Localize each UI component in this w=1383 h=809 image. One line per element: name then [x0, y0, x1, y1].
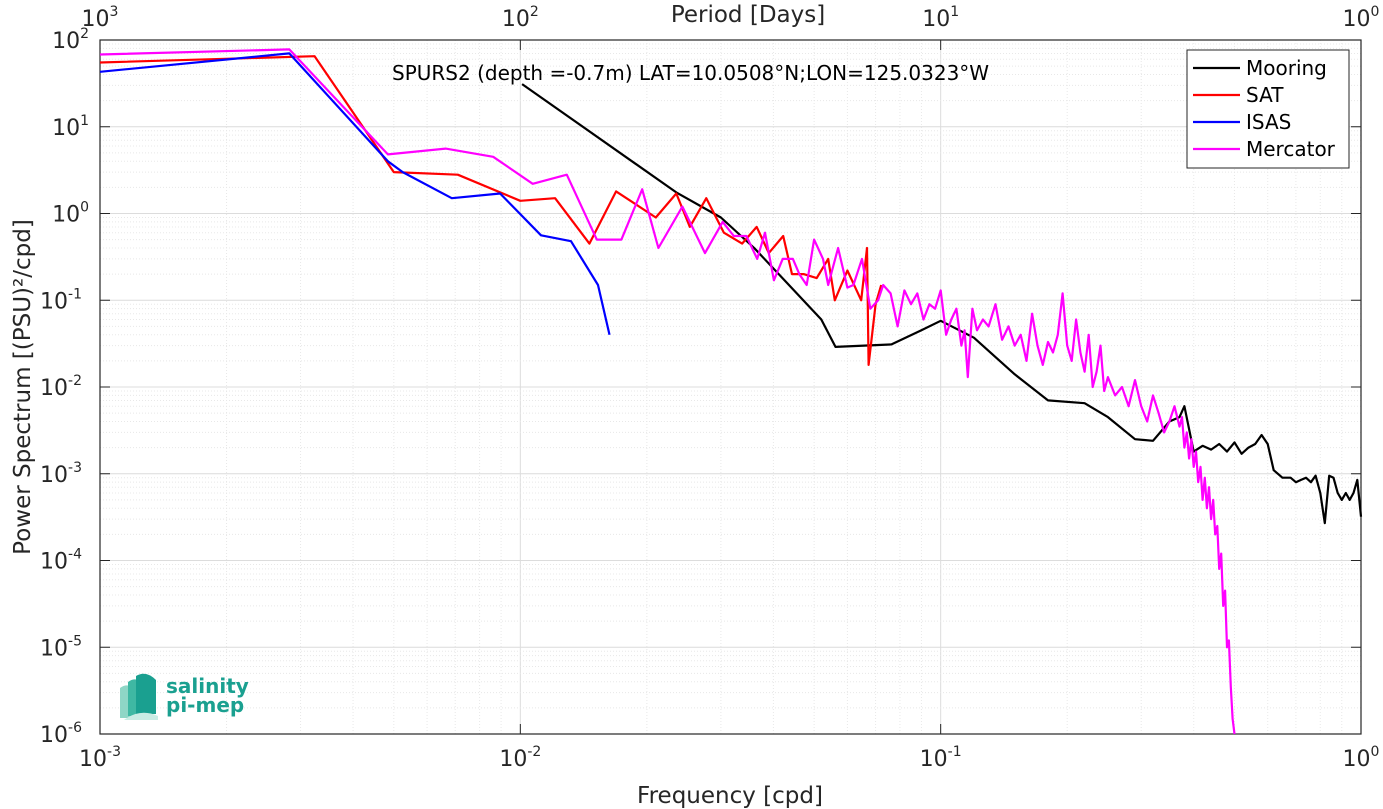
x-tick-label: 10-3: [79, 744, 121, 772]
y-tick-label-exp: -3: [68, 460, 82, 476]
top-tick-label: 102: [502, 4, 539, 32]
y-tick-label-base: 10: [40, 376, 68, 401]
y-tick-label: 10-6: [40, 720, 82, 748]
axis-ticks: [99, 39, 1362, 735]
x-tick-label-base: 10: [1343, 747, 1371, 772]
top-axis-title: Period [Days]: [671, 2, 825, 28]
y-tick-label-exp: 1: [80, 113, 89, 129]
legend-label-mooring: Mooring: [1246, 56, 1327, 80]
legend-label-sat: SAT: [1246, 83, 1284, 107]
x-tick-label-exp: -1: [948, 744, 962, 760]
logo-line-1: salinity: [166, 674, 249, 698]
y-axis-title: Power Spectrum [(PSU)²/cpd]: [10, 219, 36, 555]
grid: [99, 40, 1361, 735]
y-tick-label-exp: 2: [80, 26, 89, 42]
x-tick-label-base: 10: [79, 747, 107, 772]
salinity-pi-mep-logo: salinity pi-mep: [120, 673, 249, 720]
y-tick-label: 10-5: [40, 633, 82, 661]
x-tick-label-exp: 0: [1371, 744, 1380, 760]
plot-title: SPURS2 (depth =-0.7m) LAT=10.0508°N;LON=…: [392, 61, 989, 85]
legend: Mooring SAT ISAS Mercator: [1186, 49, 1350, 169]
y-tick-label-base: 10: [52, 29, 80, 54]
legend-label-mercator: Mercator: [1246, 137, 1336, 161]
y-tick-label: 10-4: [40, 547, 82, 575]
logo-mark-icon: [120, 673, 158, 720]
series-line-mercator: [99, 48, 1236, 735]
y-tick-label-exp: -2: [68, 373, 82, 389]
series-line-mooring: [521, 83, 1363, 525]
y-tick-label-base: 10: [40, 723, 68, 748]
x-tick-label-base: 10: [920, 747, 948, 772]
y-tick-label-base: 10: [40, 289, 68, 314]
series-line-isas: [99, 52, 611, 336]
x-tick-label: 100: [1343, 744, 1380, 772]
x-tick-label-exp: -2: [527, 744, 541, 760]
series-lines: [99, 48, 1363, 735]
y-tick-label: 10-1: [40, 286, 82, 314]
y-tick-label-exp: -4: [68, 547, 82, 563]
y-tick-label: 100: [52, 200, 89, 228]
top-tick-label-base: 10: [922, 7, 950, 32]
legend-label-isas: ISAS: [1246, 110, 1291, 134]
top-tick-label-exp: 2: [530, 4, 539, 20]
x-tick-label: 10-1: [920, 744, 962, 772]
series-line-sat: [99, 55, 883, 366]
top-tick-label: 103: [82, 4, 119, 32]
top-tick-label-exp: 1: [950, 4, 959, 20]
y-tick-label-base: 10: [52, 203, 80, 228]
top-tick-label-base: 10: [1343, 7, 1371, 32]
top-tick-label-base: 10: [502, 7, 530, 32]
top-tick-label-exp: 0: [1371, 4, 1380, 20]
top-tick-label: 101: [922, 4, 959, 32]
y-tick-label: 102: [52, 26, 89, 54]
y-tick-label-exp: -6: [68, 720, 82, 736]
y-tick-label-base: 10: [40, 550, 68, 575]
y-tick-label-base: 10: [52, 116, 80, 141]
x-tick-label-base: 10: [499, 747, 527, 772]
x-tick-label-exp: -3: [107, 744, 121, 760]
top-tick-label-base: 10: [82, 7, 110, 32]
y-tick-label-exp: -5: [68, 633, 82, 649]
top-tick-label-exp: 3: [110, 4, 119, 20]
y-tick-label-exp: -1: [68, 286, 82, 302]
logo-line-2: pi-mep: [166, 693, 244, 717]
x-tick-label: 10-2: [499, 744, 541, 772]
x-axis-title: Frequency [cpd]: [637, 783, 823, 809]
y-tick-label-exp: 0: [80, 200, 89, 216]
top-tick-label: 100: [1343, 4, 1380, 32]
y-tick-label: 10-2: [40, 373, 82, 401]
y-tick-label-base: 10: [40, 636, 68, 661]
y-tick-label: 101: [52, 113, 89, 141]
y-tick-label: 10-3: [40, 460, 82, 488]
y-tick-label-base: 10: [40, 463, 68, 488]
